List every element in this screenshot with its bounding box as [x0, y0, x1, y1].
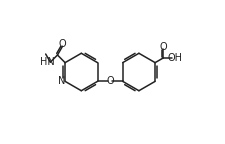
Text: O: O: [159, 42, 166, 52]
Text: O: O: [106, 76, 113, 86]
Text: HN: HN: [40, 57, 55, 67]
Text: N: N: [58, 76, 65, 86]
Text: O: O: [58, 39, 66, 49]
Text: OH: OH: [167, 53, 182, 63]
